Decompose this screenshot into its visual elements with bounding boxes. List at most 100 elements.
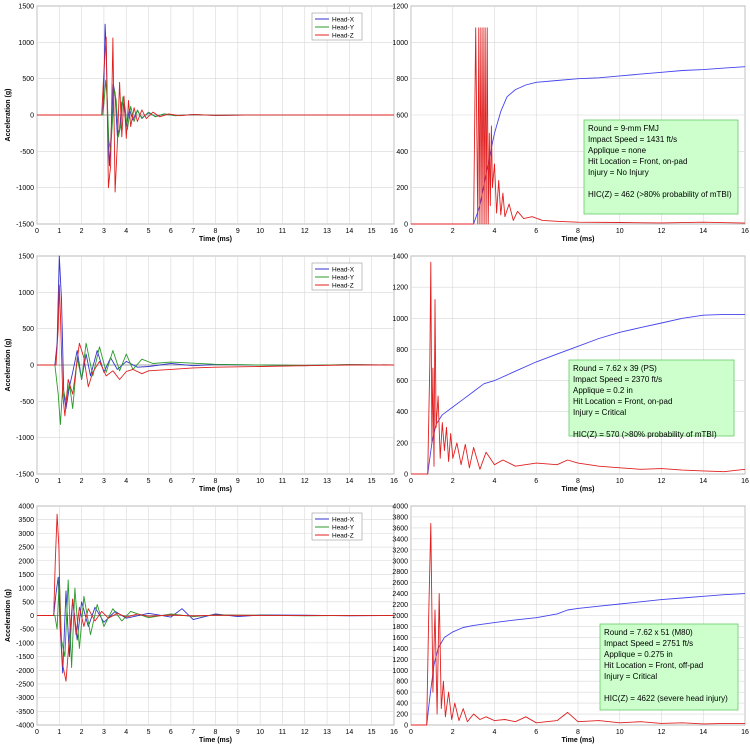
x-tick-label: 16	[741, 729, 749, 736]
x-tick-label: 2	[80, 729, 84, 736]
x-tick-label: 10	[256, 729, 264, 736]
x-tick-label: 9	[236, 228, 240, 235]
x-tick-label: 0	[35, 228, 39, 235]
annotation-box	[583, 119, 739, 215]
y-tick-label: 0	[30, 613, 34, 620]
x-tick-label: 3	[102, 729, 106, 736]
x-tick-label: 8	[576, 228, 580, 235]
series-line-resultant	[411, 27, 746, 225]
series-line-resultant	[411, 261, 746, 475]
x-tick-label: 3	[102, 478, 106, 485]
x-tick-label: 4	[493, 478, 497, 485]
series-line-head-z	[37, 284, 394, 417]
x-tick-label: 7	[191, 478, 195, 485]
x-tick-label: 11	[279, 478, 286, 485]
y-axis-label: Acceleration (g)	[5, 89, 12, 142]
y-tick-label: 1200	[392, 285, 408, 292]
x-tick-label: 14	[345, 478, 353, 485]
x-tick-label: 12	[658, 228, 666, 235]
x-tick-label: 13	[323, 228, 331, 235]
legend-label: Head-Y	[332, 275, 355, 282]
annotation-line: Impact Speed = 2370 ft/s	[573, 375, 662, 384]
x-tick-label: 6	[534, 228, 538, 235]
x-tick-label: 6	[169, 478, 173, 485]
annotation-line: Hit Location = Front, off-pad	[604, 661, 703, 670]
annotation-line: Injury = No Injury	[588, 168, 649, 177]
y-tick-label: 0	[30, 363, 34, 370]
x-tick-label: 7	[191, 729, 195, 736]
x-tick-label: 4	[124, 478, 128, 485]
y-tick-label: 400	[396, 149, 408, 156]
chart-row1-right: 0 200 400 600 800 1000 1200 0 2 4 6 8 10 12 14 16 Time (…	[392, 4, 749, 244]
x-tick-label: 5	[147, 478, 151, 485]
y-tick-label: 400	[396, 701, 408, 708]
y-tick-label: 1000	[392, 316, 408, 323]
y-tick-label: 600	[396, 690, 408, 697]
y-tick-label: 1500	[18, 572, 34, 579]
x-tick-label: 10	[256, 478, 264, 485]
x-tick-label: 3	[102, 228, 106, 235]
x-tick-label: 2	[80, 478, 84, 485]
x-tick-label: 10	[616, 729, 624, 736]
annotation-line: Hit Location = Front, on-pad	[588, 157, 687, 166]
legend-label: Head-Y	[332, 525, 355, 532]
x-tick-label: 10	[616, 228, 624, 235]
annotation-line: Applique = 0.275 in	[604, 650, 673, 659]
y-tick-label: 1200	[392, 657, 408, 664]
y-tick-label: -1000	[16, 185, 34, 192]
series-line-head-y	[37, 79, 395, 152]
y-tick-label: 800	[396, 347, 408, 354]
series-line-head-y	[37, 342, 395, 426]
y-tick-label: 1000	[392, 40, 408, 47]
y-tick-label: 500	[22, 76, 34, 83]
x-tick-label: 2	[80, 228, 84, 235]
x-tick-label: 14	[345, 729, 353, 736]
y-tick-label: -2500	[16, 681, 34, 688]
y-tick-label: -4000	[16, 723, 34, 730]
y-tick-label: 500	[22, 326, 34, 333]
x-tick-label: 4	[124, 228, 128, 235]
y-tick-label: 500	[22, 599, 34, 606]
x-axis-label: Time (ms)	[562, 737, 595, 744]
legend-label: Head-Z	[332, 283, 354, 290]
y-axis-label: Acceleration (g)	[5, 339, 12, 392]
y-tick-label: 1000	[18, 40, 34, 47]
x-tick-label: 4	[493, 228, 497, 235]
x-tick-label: 6	[169, 228, 173, 235]
series-line-resultant	[411, 523, 745, 726]
annotation-line: Hit Location = Front, on-pad	[573, 397, 672, 406]
series-line-head-x	[37, 255, 395, 410]
y-tick-label: 200	[396, 440, 408, 447]
y-tick-label: 600	[396, 113, 408, 120]
annotation-line: Impact Speed = 2751 ft/s	[604, 639, 693, 648]
x-tick-label: 16	[390, 729, 398, 736]
x-tick-label: 8	[214, 228, 218, 235]
x-axis-label: Time (ms)	[199, 486, 232, 493]
x-tick-label: 16	[390, 478, 398, 485]
y-tick-label: 1500	[18, 4, 34, 11]
annotation-line: Round = 9-mm FMJ	[588, 124, 659, 133]
y-tick-label: 0	[404, 723, 408, 730]
x-axis-label: Time (ms)	[562, 486, 595, 493]
x-tick-label: 2	[451, 228, 455, 235]
x-tick-label: 0	[409, 729, 413, 736]
annotation-line: Applique = 0.2 in	[573, 386, 633, 395]
series-line-head-z	[37, 36, 395, 193]
x-tick-label: 0	[35, 729, 39, 736]
y-tick-label: 3200	[392, 547, 408, 554]
x-tick-label: 14	[345, 228, 353, 235]
y-tick-label: 1800	[392, 624, 408, 631]
chart-row2-right: 0 200 400 600 800 1000 1200 1400 0 2 4 6 8 10 12 14 16 Ti…	[392, 254, 749, 494]
y-tick-label: 2000	[18, 558, 34, 565]
y-tick-label: -500	[20, 627, 34, 634]
x-tick-label: 0	[409, 228, 413, 235]
legend-label: Head-Z	[332, 33, 354, 40]
legend-label: Head-X	[332, 17, 355, 24]
y-tick-label: 600	[396, 378, 408, 385]
x-axis-label: Time (ms)	[199, 737, 232, 744]
chart-row3-left: -4000 -3500 -3000 -2500 -2000 -1500 -1000 -500 0…	[5, 504, 398, 745]
y-tick-label: 800	[396, 679, 408, 686]
y-tick-label: 1000	[392, 668, 408, 675]
annotation-line: Injury = Critical	[573, 408, 626, 417]
